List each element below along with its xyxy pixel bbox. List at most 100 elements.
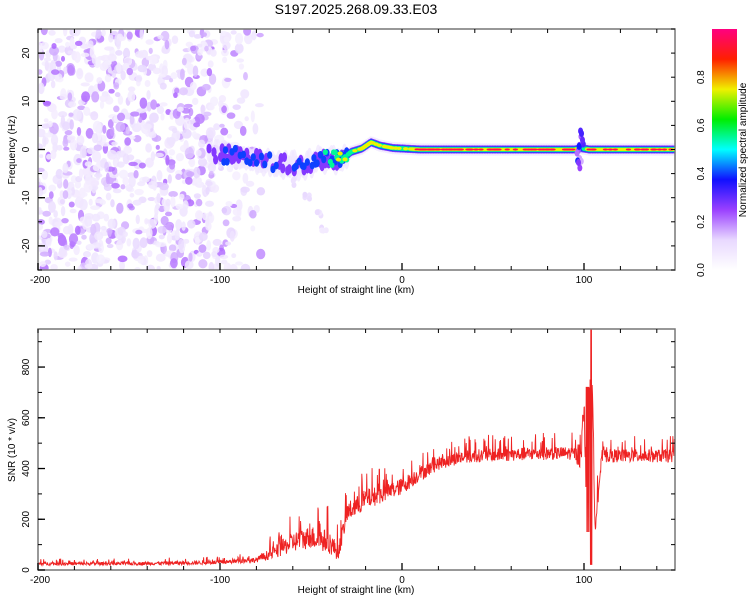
noise-blob	[232, 216, 242, 222]
noise-blob	[147, 197, 156, 202]
noise-blob	[132, 199, 142, 206]
snr-x-tick-label: 100	[576, 575, 593, 586]
snr-plot: -200 -100 0 100 0 200 400 600 800 Height of str…	[7, 328, 676, 596]
snr-frame	[37, 328, 676, 571]
noise-blob	[81, 234, 87, 240]
noise-blob	[129, 193, 135, 198]
track-core	[550, 148, 556, 151]
noise-blob	[219, 123, 225, 128]
noise-blob	[209, 96, 219, 107]
noise-blob	[56, 144, 63, 151]
noise-blob	[138, 162, 146, 169]
noise-blob	[43, 57, 52, 62]
figure-title: S197.2025.268.09.33.E03	[274, 1, 438, 17]
noise-blob	[230, 30, 237, 35]
track-core	[258, 152, 265, 161]
noise-blob	[91, 91, 100, 103]
noise-blob	[116, 62, 122, 74]
noise-blob	[102, 125, 107, 134]
noise-blob	[64, 261, 71, 267]
noise-blob	[174, 87, 180, 94]
noise-blob	[156, 192, 161, 203]
spike-blob	[576, 158, 582, 166]
snr-x-tick-label: -100	[210, 575, 230, 586]
snr-y-tick-label: 200	[21, 510, 32, 527]
noise-blob	[76, 158, 82, 164]
noise-blob	[206, 239, 212, 251]
track-core	[570, 148, 576, 151]
spectrogram-y-tick-label: -20	[21, 238, 32, 253]
noise-blob	[53, 251, 58, 261]
noise-blob	[223, 36, 230, 43]
noise-blob	[92, 151, 102, 163]
track-core	[213, 154, 219, 165]
track-core	[625, 148, 632, 151]
noise-blob	[156, 242, 167, 248]
noise-blob	[200, 68, 209, 77]
noise-blob	[156, 265, 161, 270]
noise-blob	[67, 64, 75, 76]
spectrogram-y-label: Frequency (Hz)	[7, 116, 18, 185]
noise-blob	[232, 171, 241, 181]
spectrogram-y-tick-label: 10	[21, 95, 32, 107]
noise-blob	[107, 229, 112, 238]
noise-blob	[38, 207, 42, 212]
noise-blob	[77, 135, 82, 143]
noise-blob	[74, 180, 82, 189]
track-core	[496, 148, 502, 151]
noise-blob	[223, 262, 232, 270]
noise-blob	[126, 67, 134, 76]
noise-blob	[80, 82, 90, 87]
noise-blob	[146, 227, 153, 240]
track-core	[211, 147, 217, 158]
noise-blob	[38, 42, 43, 55]
noise-blob	[161, 198, 167, 206]
noise-blob	[256, 248, 266, 260]
noise-blob	[159, 82, 167, 90]
noise-blob	[101, 29, 106, 37]
track-core	[473, 148, 479, 151]
noise-blob	[39, 261, 47, 268]
noise-blob	[90, 111, 99, 121]
noise-blob	[201, 83, 211, 91]
noise-blob	[196, 43, 203, 48]
noise-blob	[122, 47, 131, 60]
noise-blob	[43, 100, 51, 107]
noise-blob	[226, 133, 232, 139]
noise-blob	[173, 92, 178, 99]
noise-blob	[225, 200, 233, 207]
noise-blob	[111, 141, 118, 146]
noise-blob	[184, 260, 194, 270]
noise-blob	[135, 74, 143, 83]
track-core	[435, 148, 441, 151]
noise-blob	[209, 170, 214, 175]
noise-blob	[244, 33, 253, 45]
colorbar-tick-label: 0.0	[696, 263, 707, 277]
track-core	[262, 160, 268, 169]
noise-blob	[68, 112, 74, 117]
noise-blob	[39, 154, 44, 159]
noise-blob	[76, 67, 84, 80]
noise-blob	[181, 57, 187, 66]
track-core	[267, 151, 273, 159]
noise-blob	[44, 132, 54, 138]
noise-blob	[183, 238, 190, 244]
noise-blob	[129, 113, 135, 125]
noise-blob	[117, 112, 126, 122]
noise-blob	[179, 68, 185, 81]
noise-blob	[167, 174, 172, 184]
noise-blob	[171, 127, 178, 134]
track-core	[293, 162, 299, 171]
noise-blob	[135, 214, 140, 225]
noise-blob	[250, 110, 255, 123]
noise-blob	[232, 104, 241, 111]
noise-blob	[155, 144, 160, 150]
noise-blob	[165, 154, 170, 166]
noise-blob	[212, 238, 222, 246]
noise-blob	[38, 167, 45, 173]
noise-blob	[191, 131, 197, 138]
track-core	[396, 146, 402, 151]
noise-blob	[182, 200, 189, 210]
noise-blob	[57, 232, 64, 239]
colorbar-tick-label: 0.6	[696, 118, 707, 132]
